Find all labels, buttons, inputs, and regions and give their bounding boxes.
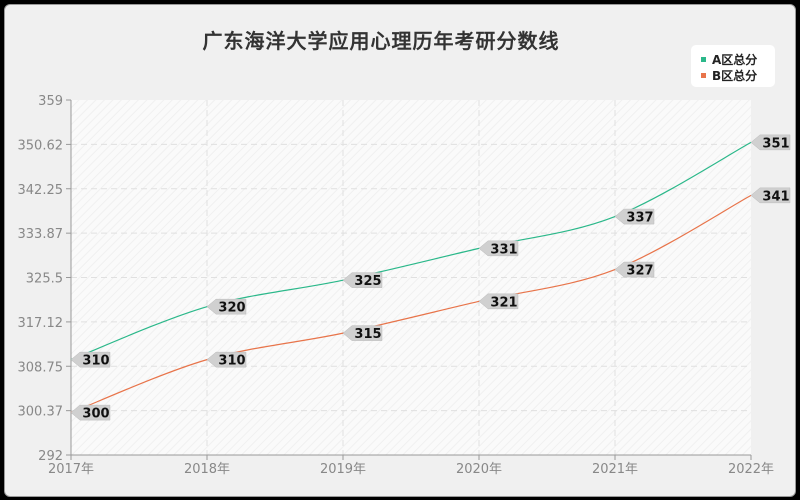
legend-item-b[interactable]: B区总分 — [701, 67, 757, 84]
x-tick-label: 2022年 — [728, 462, 774, 477]
series-lines — [70, 141, 752, 414]
data-labels: 310 320 325 331 337 351 300 310 315 321 327 341 — [70, 134, 791, 422]
x-tick-label: 2017年 — [48, 462, 94, 477]
axes: 292 300.37 308.75 317.12 325.5 333.87 342.25 35… — [18, 94, 775, 477]
data-label: 315 — [342, 325, 383, 342]
svg-text:300: 300 — [82, 407, 109, 422]
svg-text:351: 351 — [762, 136, 789, 151]
y-tick-label: 350.62 — [18, 138, 64, 153]
svg-text:321: 321 — [490, 295, 517, 310]
y-tick-label: 317.12 — [18, 316, 64, 331]
svg-text:341: 341 — [762, 189, 789, 204]
data-label: 310 — [206, 351, 247, 369]
svg-text:315: 315 — [354, 327, 381, 342]
svg-text:331: 331 — [490, 242, 517, 257]
data-label: 320 — [206, 298, 247, 316]
svg-text:325: 325 — [354, 274, 381, 289]
x-tick-label: 2019年 — [320, 462, 366, 477]
svg-text:327: 327 — [626, 264, 653, 279]
chart-title: 广东海洋大学应用心理历年考研分数线 — [202, 29, 560, 53]
data-label: 325 — [342, 272, 383, 289]
legend-label-a: A区总分 — [712, 53, 758, 67]
y-tick-label: 359 — [38, 94, 63, 109]
legend-item-a[interactable]: A区总分 — [701, 51, 757, 68]
x-tick-label: 2020年 — [456, 462, 502, 477]
data-label: 321 — [478, 293, 519, 310]
x-tick-label: 2018年 — [184, 462, 230, 477]
grid-lines — [71, 100, 751, 455]
svg-text:310: 310 — [218, 354, 245, 369]
data-label: 341 — [750, 187, 791, 204]
legend: A区总分 B区总分 — [691, 45, 775, 87]
y-tick-label: 292 — [38, 449, 63, 464]
data-label: 331 — [478, 240, 519, 257]
y-tick-label: 333.87 — [18, 227, 64, 242]
legend-swatch-b-icon — [701, 73, 706, 78]
legend-swatch-a-icon — [701, 57, 706, 62]
svg-text:310: 310 — [82, 354, 109, 369]
data-label: 310 — [70, 351, 111, 369]
x-tick-label: 2021年 — [592, 462, 638, 477]
y-tick-label: 308.75 — [18, 360, 64, 375]
svg-text:337: 337 — [626, 211, 653, 226]
data-label: 327 — [614, 261, 655, 279]
svg-text:320: 320 — [218, 301, 245, 316]
data-label: 351 — [750, 134, 791, 151]
y-tick-label: 300.37 — [18, 405, 64, 420]
series-line-a[interactable] — [70, 141, 752, 361]
legend-label-b: B区总分 — [712, 69, 758, 83]
y-tick-label: 342.25 — [18, 183, 64, 198]
y-tick-label: 325.5 — [26, 272, 63, 287]
data-label: 300 — [70, 404, 111, 422]
series-line-b[interactable] — [70, 194, 752, 414]
data-label: 337 — [614, 208, 655, 226]
